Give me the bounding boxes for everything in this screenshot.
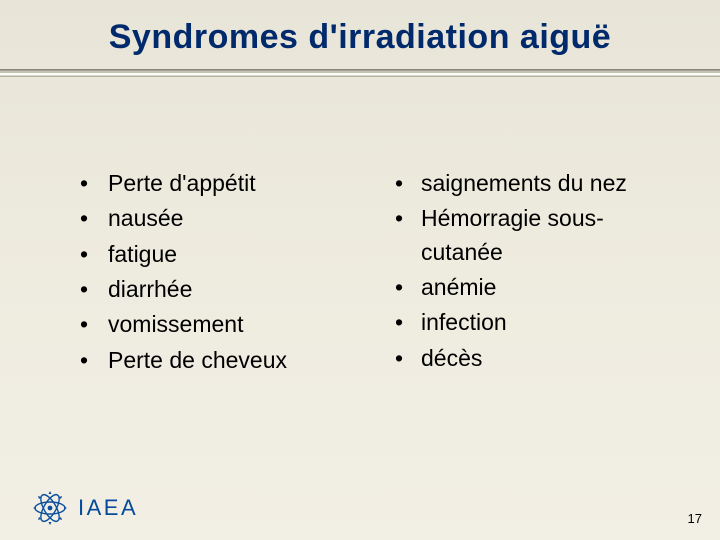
list-item: Hémorragie sous-cutanée [395, 202, 670, 269]
org-logo: IAEA [30, 488, 138, 528]
symptom-list-right: saignements du nez Hémorragie sous-cutan… [395, 167, 670, 375]
title-area: Syndromes d'irradiation aiguë [0, 0, 720, 67]
list-item: nausée [80, 202, 355, 235]
symptom-list-left: Perte d'appétit nausée fatigue diarrhée … [80, 167, 355, 377]
page-number: 17 [688, 511, 702, 528]
left-column: Perte d'appétit nausée fatigue diarrhée … [80, 167, 355, 379]
list-item: anémie [395, 271, 670, 304]
right-column: saignements du nez Hémorragie sous-cutan… [395, 167, 670, 379]
list-item: infection [395, 306, 670, 339]
slide-title: Syndromes d'irradiation aiguë [40, 18, 680, 57]
list-item: fatigue [80, 238, 355, 271]
list-item: décès [395, 342, 670, 375]
list-item: saignements du nez [395, 167, 670, 200]
content-area: Perte d'appétit nausée fatigue diarrhée … [0, 77, 720, 379]
title-divider [0, 69, 720, 77]
footer: IAEA 17 [30, 488, 702, 528]
list-item: Perte de cheveux [80, 344, 355, 377]
list-item: diarrhée [80, 273, 355, 306]
atom-icon [30, 488, 70, 528]
list-item: Perte d'appétit [80, 167, 355, 200]
list-item: vomissement [80, 308, 355, 341]
org-name: IAEA [78, 495, 138, 521]
